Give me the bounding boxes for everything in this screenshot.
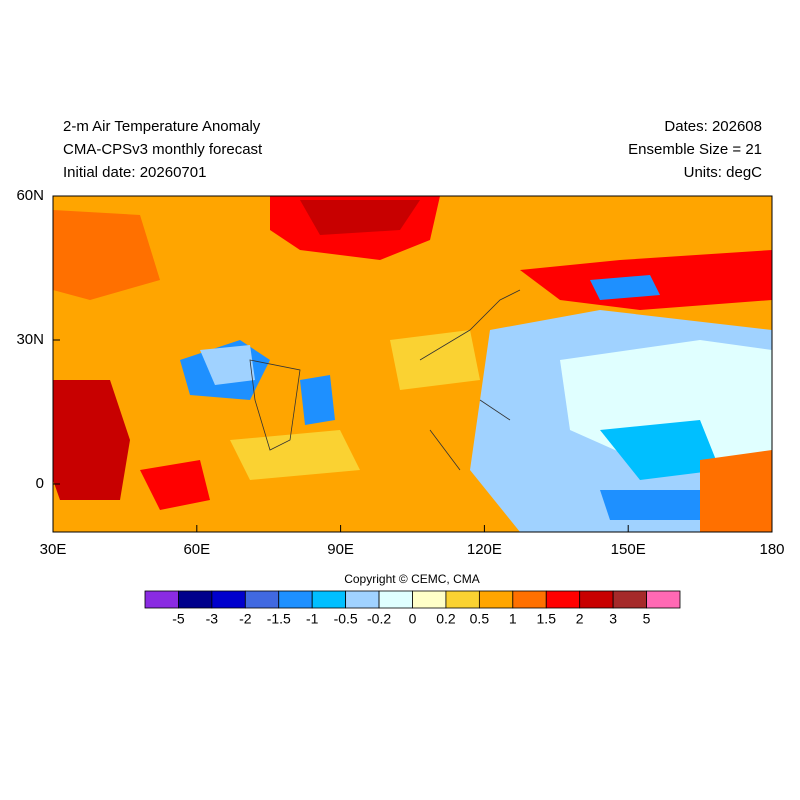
colorbar: -5 -3 -2 -1.5 -1 -0.5 -0.2 0 0.2 0.5 1 1.5 2 3 5 — [144, 590, 681, 627]
colorbar-label: 0.5 — [470, 611, 490, 627]
colorbar-box — [345, 590, 380, 609]
colorbar-box — [144, 590, 179, 609]
colorbar-label: 1.5 — [537, 611, 557, 627]
colorbar-box — [378, 590, 413, 609]
colorbar-label: -1 — [306, 611, 319, 627]
colorbar-box — [445, 590, 480, 609]
colorbar-box — [311, 590, 347, 609]
title-left: CMA-CPSv3 monthly forecast — [63, 141, 263, 158]
colorbar-box — [612, 590, 647, 609]
colorbar-label: -0.2 — [367, 611, 391, 627]
colorbar-label: 5 — [643, 611, 651, 627]
colorbar-label: -0.5 — [334, 611, 358, 627]
colorbar-label: 0 — [409, 611, 417, 627]
colorbar-box — [545, 590, 581, 609]
lon-label: 90E — [327, 541, 354, 558]
colorbar-box — [178, 590, 213, 609]
colorbar-label: 1 — [509, 611, 517, 627]
map-frame — [52, 195, 773, 533]
lat-label: 0 — [36, 475, 44, 492]
title-right: Ensemble Size = 21 — [628, 141, 762, 158]
lon-label: 180 — [759, 541, 784, 558]
title-right: Dates: 202608 — [664, 118, 762, 135]
colorbar-label: -2 — [239, 611, 252, 627]
colorbar-box — [579, 590, 614, 609]
title-right: Units: degC — [684, 164, 763, 181]
colorbar-box — [478, 590, 514, 609]
colorbar-box — [412, 590, 447, 609]
colorbar-label: -1.5 — [267, 611, 291, 627]
lon-label: 30E — [40, 541, 67, 558]
colorbar-box — [278, 590, 313, 609]
colorbar-box — [211, 590, 246, 609]
colorbar-label: -3 — [206, 611, 219, 627]
title-left: Initial date: 20260701 — [63, 164, 206, 181]
colorbar-label: 2 — [576, 611, 584, 627]
labels: 2-m Air Temperature Anomaly CMA-CPSv3 mon… — [16, 118, 784, 586]
colorbar-box — [646, 590, 681, 609]
lon-label: 60E — [183, 541, 210, 558]
colorbar-label: 3 — [609, 611, 617, 627]
colorbar-label: -5 — [172, 611, 185, 627]
colorbar-box — [244, 590, 280, 609]
map — [53, 196, 772, 532]
title-left: 2-m Air Temperature Anomaly — [63, 118, 261, 135]
lat-label: 60N — [16, 187, 44, 204]
colorbar-box — [512, 590, 547, 609]
lon-label: 120E — [467, 541, 502, 558]
colorbar-label: 0.2 — [436, 611, 456, 627]
lon-label: 150E — [611, 541, 646, 558]
lat-label: 30N — [16, 331, 44, 348]
copyright: Copyright © CEMC, CMA — [344, 572, 480, 586]
